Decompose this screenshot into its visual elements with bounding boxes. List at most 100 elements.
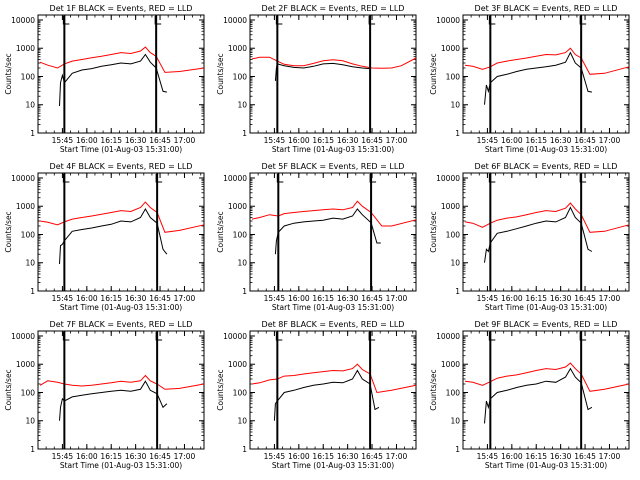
x-tick-label: 17:00 <box>386 136 408 145</box>
x-tick-label: 16:45 <box>361 294 383 303</box>
y-tick-label: 10 <box>25 259 35 268</box>
x-axis-label: Start Time (01-Aug-03 15:31:00) <box>485 461 607 470</box>
x-tick-label: 16:30 <box>550 136 572 145</box>
time-marker-flag <box>579 16 587 25</box>
y-axis-label: Counts/sec <box>4 211 13 252</box>
plot-frame <box>462 330 630 450</box>
time-marker-flag <box>155 174 163 183</box>
x-tick-label: 16:00 <box>501 294 523 303</box>
y-tick-label: 100 <box>446 72 461 81</box>
y-tick-label: 100 <box>233 388 248 397</box>
x-tick-label: 17:00 <box>599 294 621 303</box>
x-tick-label: 16:15 <box>100 294 122 303</box>
lld-series-line <box>251 56 417 69</box>
x-tick-label: 17:00 <box>599 452 621 461</box>
chart-panel: Det 9F BLACK = Events, RED = LLD 1 10 100 10… <box>429 320 630 470</box>
x-tick-label: 16:00 <box>76 136 98 145</box>
y-tick-label: 1 <box>242 129 247 138</box>
time-marker-flag <box>275 16 283 25</box>
lld-series-line <box>39 46 205 73</box>
chart-panel: Det 5F BLACK = Events, RED = LLD 1 10 100 10… <box>216 162 417 312</box>
x-tick-label: 16:15 <box>100 452 122 461</box>
x-axis-label: Start Time (01-Aug-03 15:31:00) <box>60 303 182 312</box>
chart-title: Det 4F BLACK = Events, RED = LLD <box>50 162 193 171</box>
x-axis-label: Start Time (01-Aug-03 15:31:00) <box>485 145 607 154</box>
x-tick-label: 16:00 <box>501 136 523 145</box>
y-tick-label: 1000 <box>228 360 247 369</box>
y-tick-label: 1 <box>30 445 35 454</box>
time-marker-flag <box>62 174 70 183</box>
x-tick-label: 17:00 <box>386 294 408 303</box>
time-marker-flag <box>369 174 377 183</box>
y-tick-label: 1 <box>30 129 35 138</box>
x-tick-label: 16:45 <box>361 452 383 461</box>
chart-panel: Det 8F BLACK = Events, RED = LLD 1 10 100 10… <box>216 320 417 470</box>
y-tick-label: 10000 <box>11 16 35 25</box>
y-tick-label: 1 <box>455 129 460 138</box>
lld-series-line <box>39 374 205 390</box>
y-tick-label: 100 <box>446 388 461 397</box>
x-tick-label: 15:45 <box>52 452 74 461</box>
x-axis-label: Start Time (01-Aug-03 15:31:00) <box>272 303 394 312</box>
y-tick-label: 100 <box>446 230 461 239</box>
plot-frame <box>249 330 417 450</box>
lld-series-line <box>464 202 630 233</box>
y-axis-label: Counts/sec <box>216 53 225 94</box>
y-tick-label: 10000 <box>223 332 247 341</box>
plot-frame <box>37 172 205 292</box>
y-tick-label: 1000 <box>16 202 35 211</box>
time-marker-flag <box>62 332 70 341</box>
y-tick-label: 1000 <box>441 202 460 211</box>
x-tick-label: 17:00 <box>174 136 196 145</box>
chart-panel: Det 2F BLACK = Events, RED = LLD 1 10 100 10… <box>216 4 417 154</box>
x-tick-label: 15:45 <box>477 136 499 145</box>
x-tick-label: 16:00 <box>288 136 310 145</box>
x-tick-label: 16:00 <box>76 452 98 461</box>
events-series-line <box>59 380 168 421</box>
x-tick-label: 17:00 <box>174 452 196 461</box>
chart-panel: Det 7F BLACK = Events, RED = LLD 1 10 100 10… <box>4 320 205 470</box>
y-tick-label: 100 <box>21 388 36 397</box>
x-tick-label: 16:30 <box>550 452 572 461</box>
y-tick-label: 10000 <box>223 174 247 183</box>
time-marker-flag <box>155 332 163 341</box>
time-marker-flag <box>368 16 376 25</box>
y-tick-label: 10 <box>237 417 247 426</box>
chart-title: Det 3F BLACK = Events, RED = LLD <box>475 4 618 13</box>
y-axis-label: Counts/sec <box>429 211 438 252</box>
time-marker-flag <box>368 332 376 341</box>
y-tick-label: 100 <box>21 72 36 81</box>
x-tick-label: 16:45 <box>149 452 171 461</box>
y-tick-label: 100 <box>21 230 36 239</box>
chart-panel: Det 3F BLACK = Events, RED = LLD 1 10 100 10… <box>429 4 630 154</box>
x-tick-label: 16:45 <box>574 452 596 461</box>
x-tick-label: 16:15 <box>100 136 122 145</box>
chart-title: Det 9F BLACK = Events, RED = LLD <box>475 320 618 329</box>
y-axis-label: Counts/sec <box>216 369 225 410</box>
x-tick-label: 15:45 <box>52 294 74 303</box>
y-tick-label: 1000 <box>228 202 247 211</box>
x-tick-label: 16:15 <box>312 452 334 461</box>
y-axis-label: Counts/sec <box>4 369 13 410</box>
y-tick-label: 10 <box>237 259 247 268</box>
chart-title: Det 7F BLACK = Events, RED = LLD <box>50 320 193 329</box>
events-series-line <box>59 207 168 265</box>
x-tick-label: 16:30 <box>337 452 359 461</box>
x-tick-label: 16:15 <box>312 294 334 303</box>
events-series-line <box>273 369 380 421</box>
x-tick-label: 15:45 <box>477 452 499 461</box>
time-marker-flag <box>62 16 70 25</box>
x-tick-label: 17:00 <box>174 294 196 303</box>
x-tick-label: 15:45 <box>264 294 286 303</box>
x-tick-label: 17:00 <box>386 452 408 461</box>
y-tick-label: 1 <box>30 287 35 296</box>
time-marker-flag <box>275 332 283 341</box>
x-tick-label: 16:30 <box>125 136 147 145</box>
lld-series-line <box>39 201 205 233</box>
y-axis-label: Counts/sec <box>429 53 438 94</box>
x-axis-label: Start Time (01-Aug-03 15:31:00) <box>272 461 394 470</box>
y-tick-label: 1 <box>455 445 460 454</box>
x-axis-label: Start Time (01-Aug-03 15:31:00) <box>272 145 394 154</box>
y-tick-label: 10 <box>450 417 460 426</box>
